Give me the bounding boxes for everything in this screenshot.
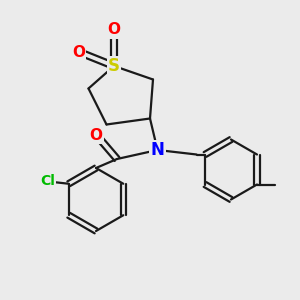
Text: Cl: Cl (40, 174, 55, 188)
Text: O: O (107, 22, 121, 38)
Text: O: O (89, 128, 103, 142)
Text: S: S (108, 57, 120, 75)
Text: O: O (72, 45, 85, 60)
Text: N: N (151, 141, 164, 159)
